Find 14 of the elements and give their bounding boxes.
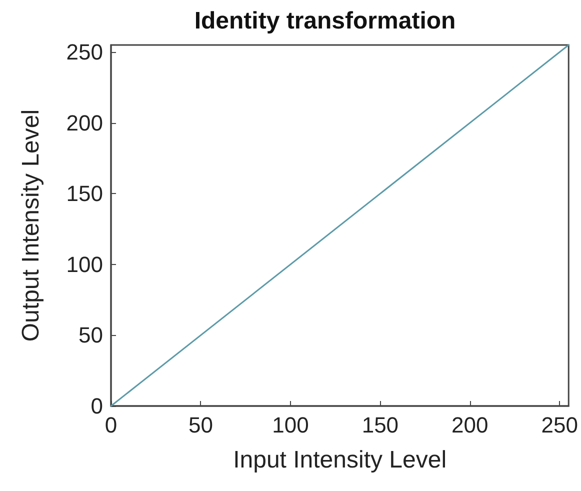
- x-axis-title: Input Intensity Level: [233, 446, 447, 474]
- x-tick-label: 50: [188, 412, 213, 438]
- x-tick-label: 150: [362, 412, 399, 438]
- y-tick-label: 0: [90, 394, 103, 418]
- y-tick-label: 150: [66, 181, 103, 206]
- y-tick-label: 250: [66, 40, 103, 65]
- y-tick-label: 100: [66, 252, 103, 277]
- chart-title: Identity transformation: [194, 8, 456, 34]
- x-tick-label: 100: [272, 412, 309, 438]
- y-axis-title: Output Intensity Level: [18, 109, 44, 342]
- y-tick-label: 50: [78, 322, 103, 348]
- y-tick-label: 200: [66, 110, 103, 136]
- x-tick-label: 200: [452, 412, 488, 438]
- x-tick-label: 250: [541, 412, 578, 438]
